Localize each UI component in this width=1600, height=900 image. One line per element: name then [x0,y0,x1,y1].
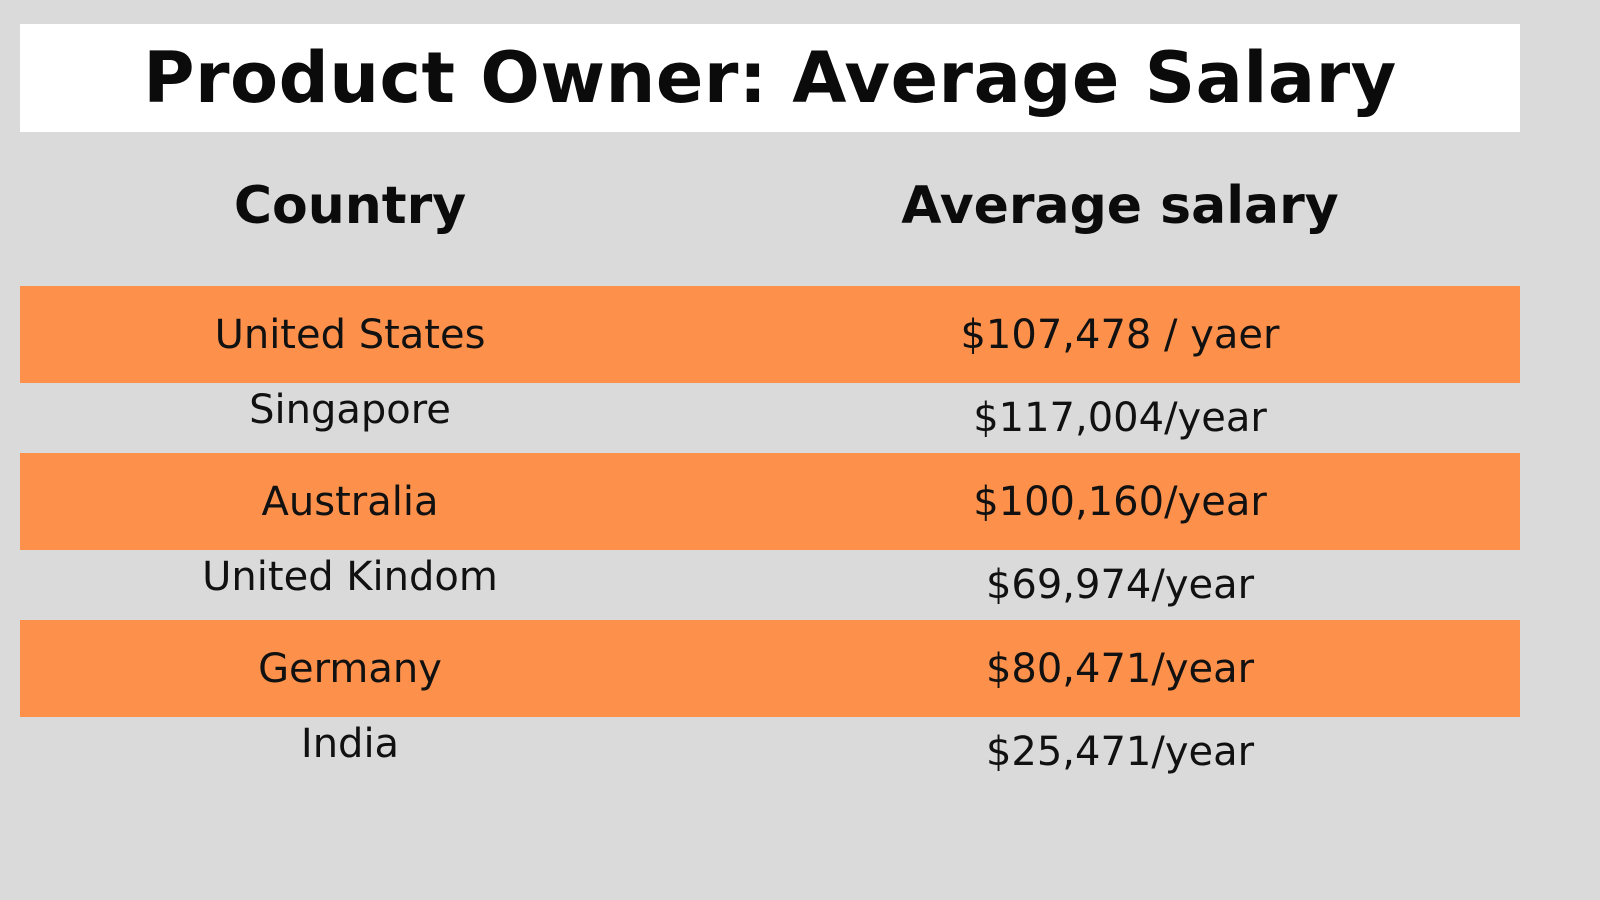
country-cell: United States [214,311,486,358]
table-row: India $25,471/year [20,717,1520,787]
salary-cell: $117,004/year [973,395,1267,441]
salary-cell: $69,974/year [985,562,1255,608]
country-cell: Australia [261,478,439,525]
table-row: Germany $80,471/year [20,620,1520,717]
country-cell: India [300,721,400,767]
title-banner: Product Owner: Average Salary [20,24,1520,132]
table-row: United Kindom $69,974/year [20,550,1520,620]
salary-cell: $80,471/year [985,645,1255,692]
chart-title: Product Owner: Average Salary [143,37,1397,119]
column-header-average-salary: Average salary [901,176,1339,236]
salary-table-body: United States $107,478 / yaer Singapore … [20,286,1520,787]
salary-cell: $100,160/year [973,478,1267,525]
salary-cell: $25,471/year [985,729,1255,775]
country-cell: Singapore [249,387,451,433]
salary-cell: $107,478 / yaer [960,311,1280,358]
table-row: United States $107,478 / yaer [20,286,1520,383]
country-cell: United Kindom [202,554,498,600]
column-header-country: Country [233,176,467,236]
country-cell: Germany [258,645,442,692]
table-row: Australia $100,160/year [20,453,1520,550]
table-row: Singapore $117,004/year [20,383,1520,453]
